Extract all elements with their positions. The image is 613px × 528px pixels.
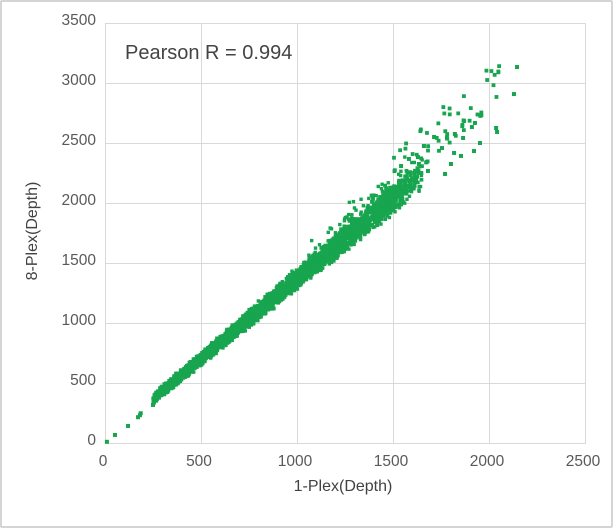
y-tick-label: 1000 [61,312,96,329]
y-tick-label: 1500 [61,252,96,269]
y-tick-label: 3000 [61,72,96,89]
y-tick-label: 0 [87,432,96,449]
x-tick-label: 0 [98,453,108,470]
pearson-annotation: Pearson R = 0.994 [125,42,293,64]
y-tick-label: 3500 [61,12,96,29]
x-tick-label: 1500 [373,453,409,470]
x-tick-label: 2000 [469,453,505,470]
x-tick-label: 2500 [565,453,601,470]
x-axis-title: 1-Plex(Depth) [293,478,393,495]
x-tick-label: 1000 [277,453,313,470]
y-tick-label: 500 [70,372,96,389]
y-tick-label: 2500 [61,132,96,149]
y-tick-label: 2000 [61,192,96,209]
x-tick-label: 500 [186,453,212,470]
